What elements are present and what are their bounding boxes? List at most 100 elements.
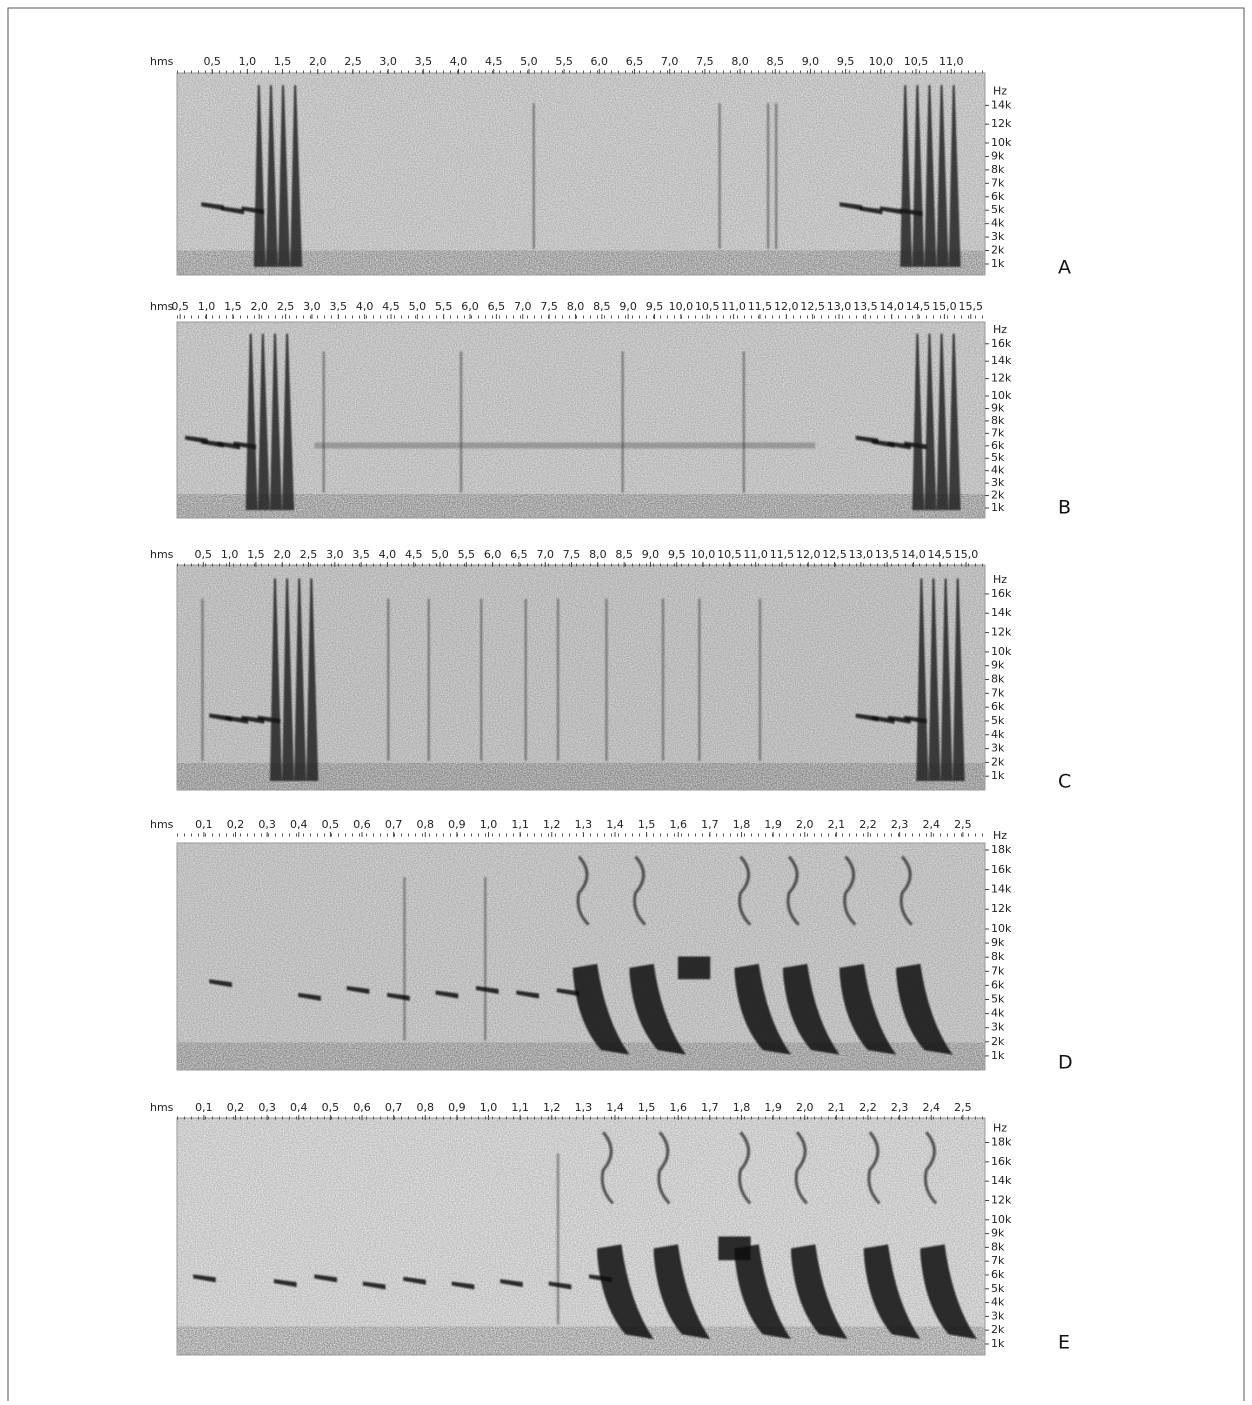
y-tick-label: 2k bbox=[991, 489, 1005, 502]
sweep-trace bbox=[290, 85, 303, 267]
figure-frame bbox=[7, 7, 1245, 1405]
x-tick-label: 1,7 bbox=[701, 818, 719, 831]
note-trace bbox=[193, 1274, 216, 1283]
note-trace bbox=[475, 986, 499, 995]
x-tick-label: 9,0 bbox=[802, 55, 820, 68]
x-tick-label: 1,5 bbox=[247, 548, 265, 561]
sweep-trace bbox=[928, 578, 941, 781]
y-tick-label: 4k bbox=[991, 1296, 1005, 1309]
sweep-trace bbox=[791, 1244, 848, 1340]
x-tick-label: 11,0 bbox=[743, 548, 768, 561]
faint-trace bbox=[718, 103, 721, 249]
y-tick-label: 4k bbox=[991, 217, 1005, 230]
y-tick-label: 3k bbox=[991, 742, 1005, 755]
x-tick-label: 3,0 bbox=[303, 300, 321, 313]
faint-trace bbox=[556, 1153, 560, 1325]
x-tick-label: 4,5 bbox=[485, 55, 503, 68]
x-tick-label: 0,1 bbox=[195, 818, 213, 831]
x-tick-label: 13,0 bbox=[827, 300, 852, 313]
x-tick-label: 5,5 bbox=[458, 548, 476, 561]
x-tick-label: 0,2 bbox=[227, 818, 245, 831]
x-tick-label: 2,0 bbox=[796, 818, 814, 831]
x-tick-label: 10,0 bbox=[669, 300, 694, 313]
x-tick-label: 5,5 bbox=[435, 300, 453, 313]
sweep-trace bbox=[948, 85, 961, 267]
x-tick-label: 0,7 bbox=[385, 1101, 403, 1114]
sweep-trace bbox=[863, 1244, 921, 1340]
y-axis-title: Hz bbox=[993, 573, 1007, 586]
harmonic-trace bbox=[794, 1131, 808, 1205]
x-tick-label: 3,0 bbox=[379, 55, 397, 68]
y-tick-label: 14k bbox=[991, 98, 1012, 111]
x-tick-label: 8,5 bbox=[767, 55, 785, 68]
spectrogram-border bbox=[176, 564, 986, 791]
x-tick-label: 6,0 bbox=[484, 548, 502, 561]
y-tick-label: 9k bbox=[991, 149, 1005, 162]
x-tick-label: 0,1 bbox=[195, 1101, 213, 1114]
spectrogram-traces bbox=[209, 855, 953, 1055]
spectrogram-border bbox=[176, 842, 986, 1071]
harmonic-trace bbox=[843, 855, 857, 926]
note-trace bbox=[859, 206, 883, 215]
x-tick-label: 3,5 bbox=[330, 300, 348, 313]
sweep-trace bbox=[629, 963, 687, 1055]
y-tick-label: 1k bbox=[991, 1337, 1005, 1350]
x-tick-label: 9,5 bbox=[668, 548, 686, 561]
faint-trace bbox=[532, 103, 536, 249]
y-tick-label: 9k bbox=[991, 659, 1005, 672]
x-axis-title: hms bbox=[150, 548, 174, 561]
y-tick-label: 14k bbox=[991, 1174, 1012, 1187]
note-trace bbox=[879, 206, 903, 215]
sweep-trace bbox=[597, 1244, 654, 1340]
x-tick-label: 0,8 bbox=[417, 818, 435, 831]
y-tick-label: 5k bbox=[991, 451, 1005, 464]
faint-trace bbox=[427, 598, 430, 761]
sweep-trace bbox=[912, 333, 925, 511]
y-tick-label: 8k bbox=[991, 673, 1005, 686]
x-tick-label: 2,0 bbox=[309, 55, 327, 68]
x-tick-label: 0,9 bbox=[448, 818, 466, 831]
x-tick-label: 1,3 bbox=[575, 1101, 593, 1114]
spectrogram-panel: hms 0,1 0,2 0,3 0,4 0,5 0,6 0,7 0,8 0,9 1,0 1,1 1,2 1… bbox=[150, 1101, 1070, 1356]
x-tick-label: 4,0 bbox=[379, 548, 397, 561]
sweep-trace bbox=[572, 963, 630, 1055]
y-tick-label: 18k bbox=[991, 843, 1012, 856]
spectrogram-noise bbox=[177, 322, 985, 518]
spectrogram-border bbox=[176, 72, 986, 276]
x-tick-label: 10,5 bbox=[904, 55, 929, 68]
x-tick-label: 2,2 bbox=[859, 818, 877, 831]
x-tick-label: 10,0 bbox=[869, 55, 894, 68]
x-tick-label: 1,0 bbox=[480, 1101, 498, 1114]
faint-trace bbox=[459, 351, 463, 493]
panel-letter: B bbox=[1058, 497, 1071, 519]
x-tick-label: 6,0 bbox=[591, 55, 609, 68]
spectrogram-border bbox=[176, 1117, 986, 1356]
sweep-trace bbox=[269, 578, 282, 781]
y-tick-label: 2k bbox=[991, 755, 1005, 768]
note-trace bbox=[241, 715, 265, 724]
spectrogram-traces bbox=[185, 333, 961, 511]
x-tick-label: 6,5 bbox=[488, 300, 506, 313]
x-tick-label: 15,0 bbox=[932, 300, 957, 313]
sweep-trace bbox=[936, 85, 949, 267]
sweep-trace bbox=[782, 963, 840, 1055]
faint-trace bbox=[556, 598, 560, 761]
x-tick-label: 7,0 bbox=[514, 300, 532, 313]
x-tick-label: 0,6 bbox=[353, 818, 371, 831]
y-tick-label: 1k bbox=[991, 1049, 1005, 1062]
spectrogram-low-noise bbox=[177, 250, 985, 275]
note-trace bbox=[403, 1276, 426, 1285]
faint-trace bbox=[480, 598, 483, 761]
x-tick-label: 0,4 bbox=[290, 1101, 308, 1114]
spectrogram-noise bbox=[177, 1118, 985, 1355]
x-tick-label: 8,0 bbox=[731, 55, 749, 68]
y-axis-title: Hz bbox=[993, 829, 1007, 842]
x-tick-label: 1,1 bbox=[511, 818, 529, 831]
faint-trace bbox=[201, 598, 204, 761]
x-tick-label: 1,4 bbox=[606, 818, 624, 831]
x-tick-label: 7,0 bbox=[536, 548, 554, 561]
x-tick-label: 2,5 bbox=[277, 300, 295, 313]
note-trace bbox=[839, 202, 863, 211]
